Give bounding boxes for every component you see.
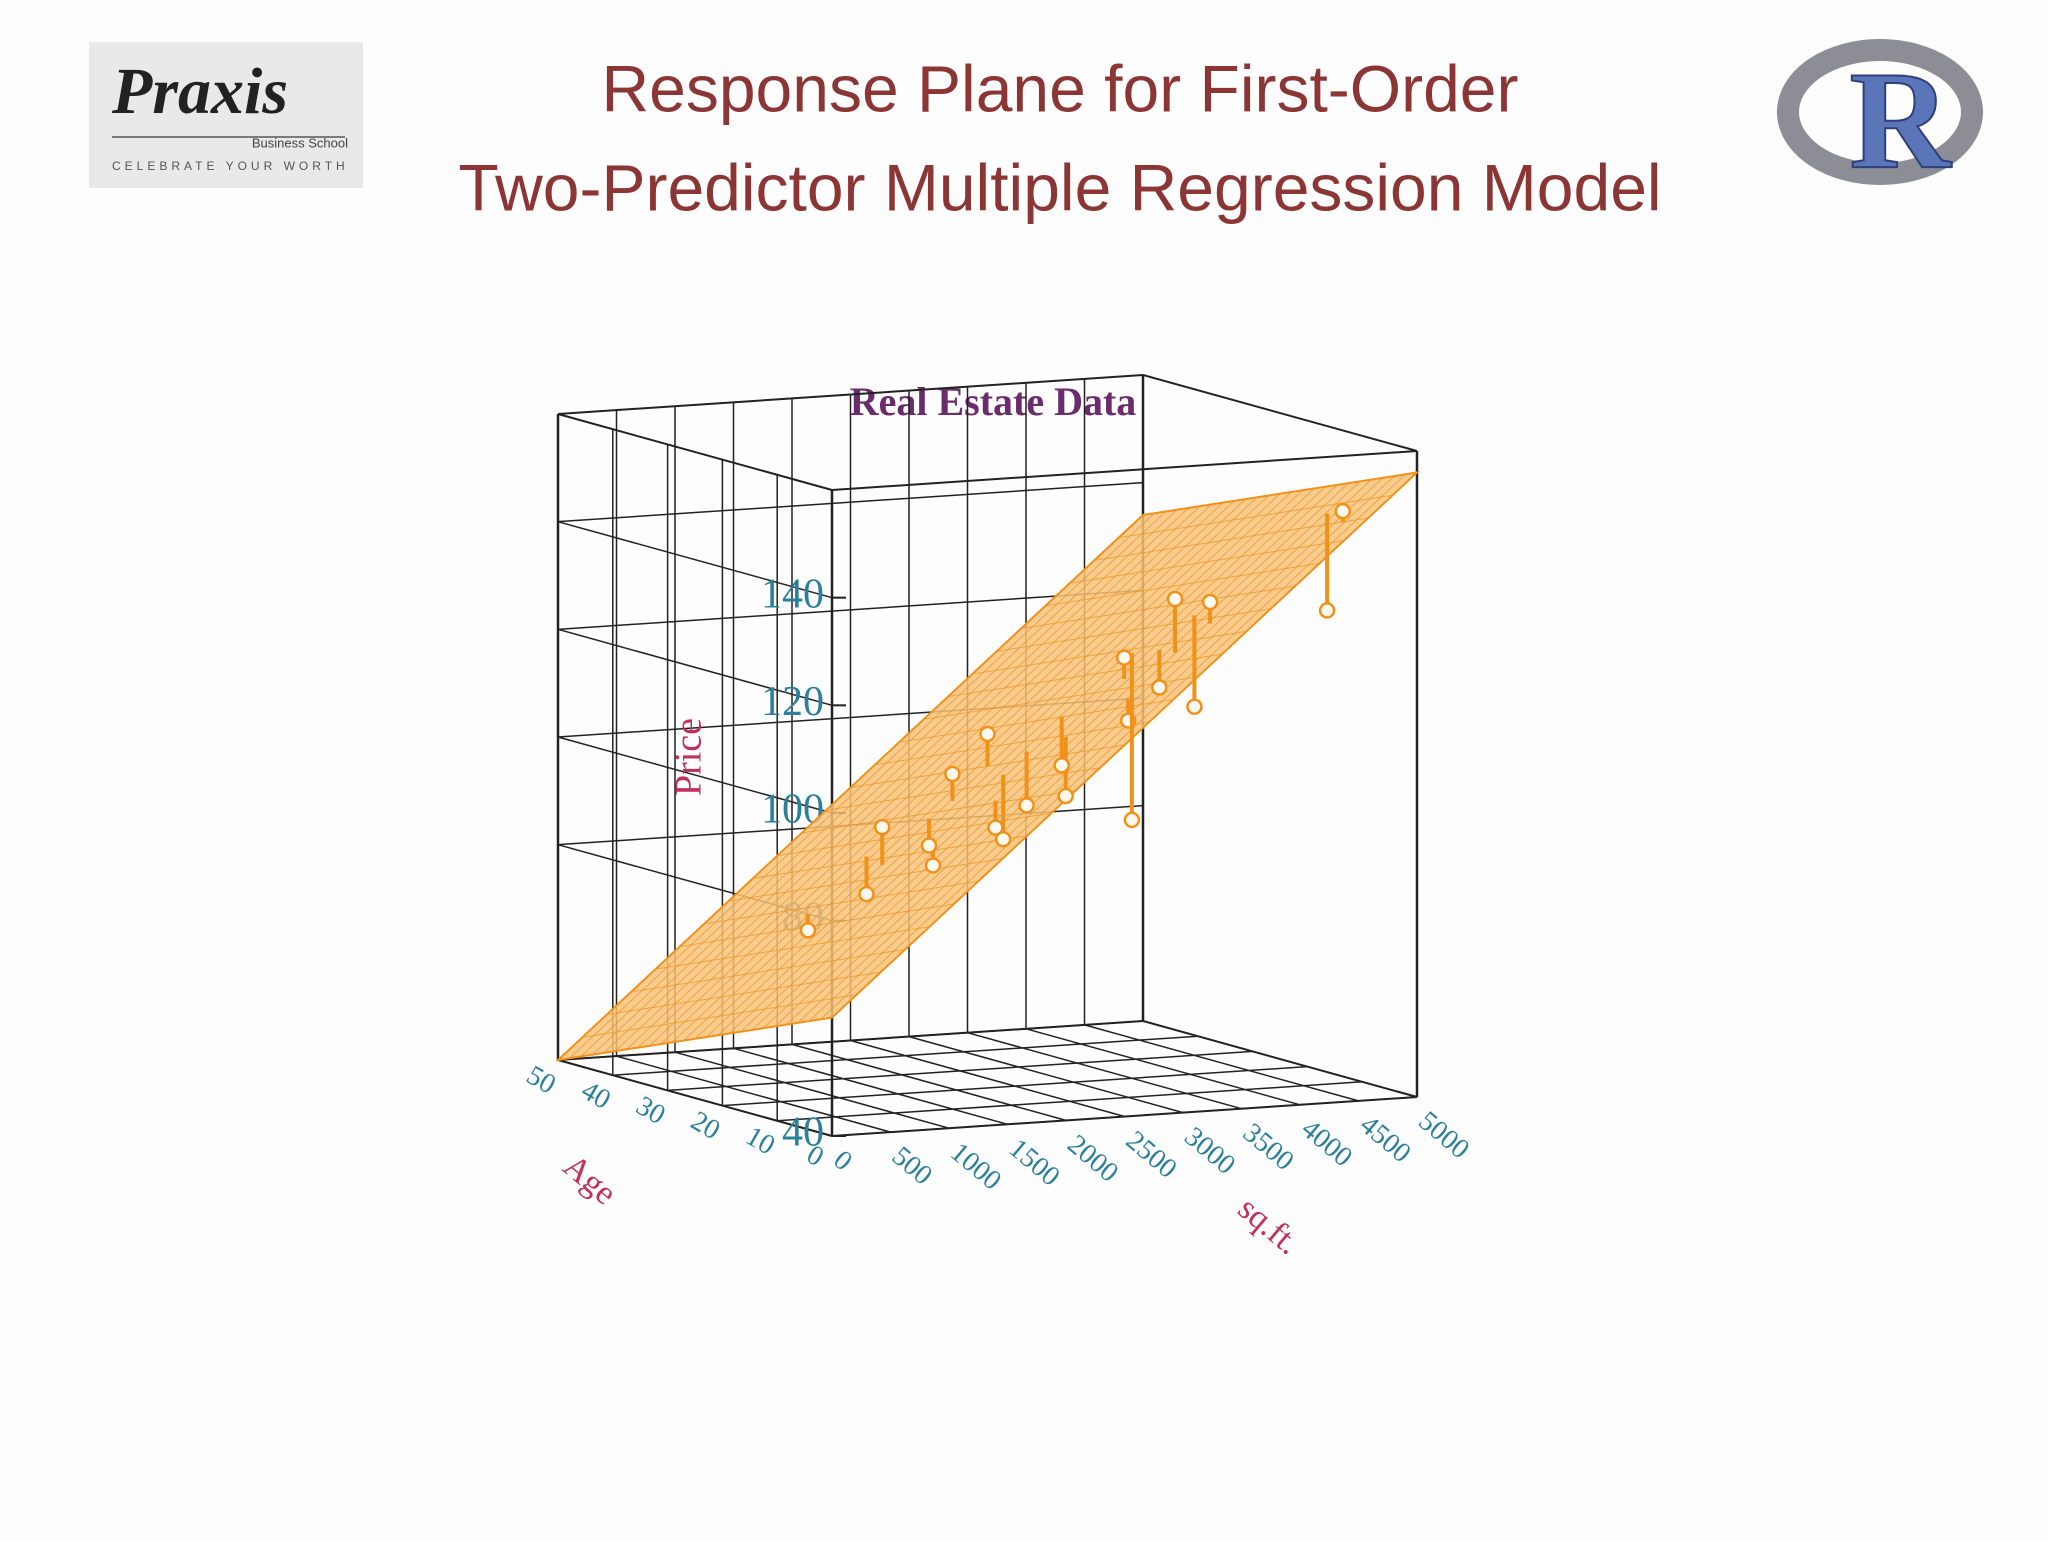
grid-line <box>733 1047 1008 1126</box>
box-edge <box>1142 374 1418 452</box>
grid-line <box>557 1059 833 1137</box>
grid-line <box>612 1035 1198 1076</box>
logo-subtitle: Business School <box>252 135 348 150</box>
z-axis-label: Price <box>668 718 710 796</box>
slide-title-line: Two-Predictor Multiple Regression Model <box>458 150 1661 224</box>
data-point <box>858 885 875 903</box>
box-edge <box>557 413 833 491</box>
surface-mesh <box>569 512 1155 1059</box>
data-point <box>1151 679 1168 696</box>
surface-mesh <box>591 509 1178 1056</box>
data-point <box>873 818 891 836</box>
grid-line <box>777 1081 1363 1122</box>
grid-line <box>557 736 833 814</box>
surface-mesh <box>603 507 1190 1054</box>
grid-line <box>722 1065 1308 1107</box>
data-point <box>1318 602 1336 619</box>
data-point <box>944 765 961 783</box>
slide-title-line: Response Plane for First-Order <box>601 51 1518 125</box>
plot: 0 500 100015002000250030003500400045005000… <box>521 374 1475 1262</box>
grid-line <box>557 589 1144 631</box>
z-tick-label: 40 <box>782 1110 824 1156</box>
r-logo: R <box>1777 39 1983 199</box>
box-edge <box>831 450 1418 491</box>
grid-line <box>557 520 833 599</box>
data-point <box>1057 787 1074 805</box>
grid-line <box>557 1020 1144 1061</box>
data-point <box>1186 698 1203 715</box>
grid-line <box>674 1051 950 1129</box>
grid-line <box>616 1055 891 1133</box>
grid-line <box>850 1039 1125 1118</box>
logo-name: Praxis <box>111 55 288 128</box>
grid-line <box>557 481 1144 523</box>
surface-mesh <box>1118 494 1393 539</box>
grid-line <box>791 1043 1067 1122</box>
data-point <box>1053 757 1070 774</box>
r-logo-ring <box>1777 39 1983 185</box>
data-point <box>799 922 817 939</box>
grid-line <box>1142 1020 1418 1098</box>
surface-mesh <box>580 511 1167 1057</box>
data-point <box>1334 502 1352 520</box>
data-point <box>1018 797 1035 814</box>
logo-box <box>89 42 363 188</box>
surface-mesh <box>1142 472 1418 516</box>
surface-mesh <box>557 514 1144 1061</box>
data-point <box>1201 593 1219 611</box>
data-point <box>1166 590 1184 608</box>
praxis-logo: Praxis Business School CELEBRATE YOUR WO… <box>89 42 363 188</box>
grid-line <box>667 1050 1253 1092</box>
grid-line <box>967 1031 1242 1110</box>
grid-line <box>1084 1024 1359 1102</box>
z-tick-label: 120 <box>761 679 824 725</box>
surface-mesh <box>1094 517 1369 561</box>
data-point <box>924 857 942 874</box>
r-logo-letter: R <box>1849 43 1952 198</box>
z-tick-label: 140 <box>761 571 824 617</box>
grid-line <box>1025 1028 1301 1106</box>
data-point <box>1123 811 1141 829</box>
surface-mesh <box>1069 540 1344 584</box>
logo-tagline: CELEBRATE YOUR WORTH <box>112 159 349 173</box>
data-point <box>979 725 996 743</box>
data-point <box>994 830 1012 848</box>
grid-line <box>908 1035 1184 1114</box>
grid-line <box>831 1096 1418 1137</box>
grid-line <box>557 628 833 707</box>
data-point <box>920 837 938 854</box>
chart-title: Real Estate Data <box>850 379 1137 424</box>
data-point <box>1115 649 1133 666</box>
